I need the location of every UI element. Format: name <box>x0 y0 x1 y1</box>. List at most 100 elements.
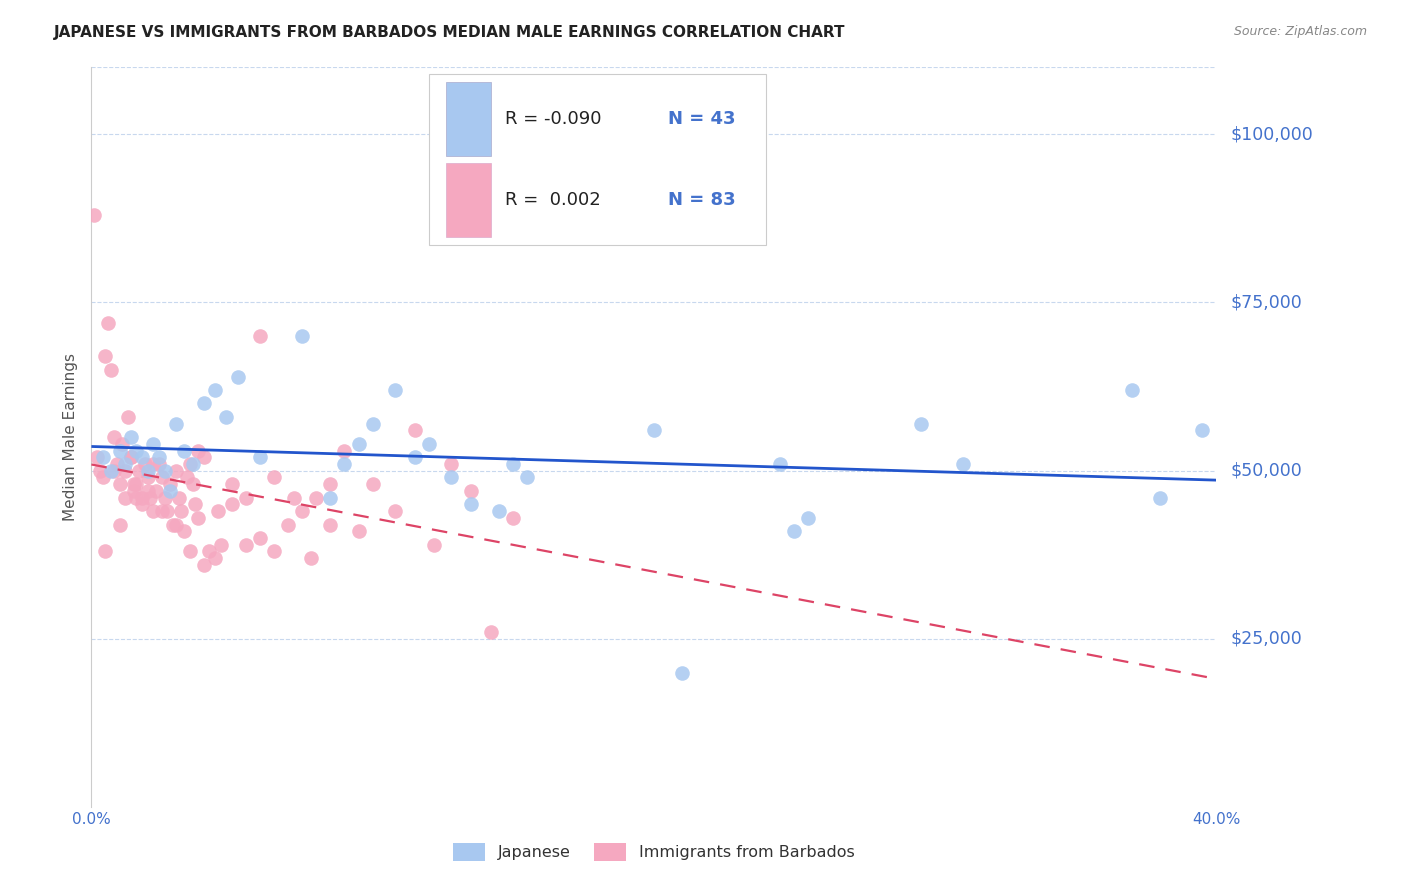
Point <box>440 457 463 471</box>
Point <box>153 464 176 478</box>
Point <box>291 504 314 518</box>
Point <box>221 477 243 491</box>
Point <box>176 470 198 484</box>
Point <box>384 504 406 518</box>
Point <box>117 409 139 424</box>
Point <box>94 544 117 558</box>
Point <box>502 511 524 525</box>
Point <box>179 544 201 558</box>
Point <box>263 470 285 484</box>
Point <box>187 443 209 458</box>
Point <box>249 329 271 343</box>
Point <box>1149 491 1171 505</box>
FancyBboxPatch shape <box>446 163 491 237</box>
Point <box>142 437 165 451</box>
Point <box>150 504 173 518</box>
Point <box>142 504 165 518</box>
Point <box>142 457 165 471</box>
Text: R = -0.090: R = -0.090 <box>505 110 602 128</box>
Point <box>207 504 229 518</box>
Point <box>162 517 184 532</box>
Point <box>122 477 145 491</box>
Point <box>136 464 159 478</box>
Point <box>643 423 665 437</box>
Point <box>89 464 111 478</box>
Point <box>209 538 232 552</box>
Point <box>167 491 190 505</box>
Point <box>333 443 356 458</box>
Point <box>114 457 136 471</box>
Point <box>120 430 142 444</box>
Point <box>86 450 108 465</box>
FancyBboxPatch shape <box>446 82 491 156</box>
Point <box>404 423 426 437</box>
Point <box>97 316 120 330</box>
Point <box>305 491 328 505</box>
Point <box>91 470 114 484</box>
Point <box>173 524 195 539</box>
Point <box>187 511 209 525</box>
Point <box>299 551 322 566</box>
Point <box>120 450 142 465</box>
Point <box>249 450 271 465</box>
Point <box>159 477 181 491</box>
Point <box>797 511 820 525</box>
Point <box>165 417 187 431</box>
Point <box>114 464 136 478</box>
Point <box>319 477 342 491</box>
Point <box>204 383 226 397</box>
Point <box>120 450 142 465</box>
Text: N = 83: N = 83 <box>668 191 735 209</box>
Point <box>156 504 179 518</box>
Point <box>114 491 136 505</box>
Point <box>165 464 187 478</box>
Point <box>193 450 215 465</box>
Point <box>347 524 370 539</box>
Point <box>139 491 162 505</box>
Point <box>153 491 176 505</box>
Point <box>235 538 257 552</box>
Point <box>184 497 207 511</box>
Point <box>148 450 170 465</box>
Point <box>418 437 440 451</box>
Point <box>148 457 170 471</box>
Point <box>131 491 153 505</box>
Point <box>235 491 257 505</box>
FancyBboxPatch shape <box>429 74 766 244</box>
Point <box>103 464 125 478</box>
Point <box>193 396 215 410</box>
Point <box>134 457 156 471</box>
Point <box>347 437 370 451</box>
Point <box>952 457 974 471</box>
Point <box>460 497 482 511</box>
Point <box>170 504 193 518</box>
Point <box>283 491 305 505</box>
Point <box>179 457 201 471</box>
Text: $25,000: $25,000 <box>1230 630 1302 648</box>
Point <box>319 517 342 532</box>
Point <box>105 457 128 471</box>
Point <box>249 531 271 545</box>
Point <box>108 517 131 532</box>
Point <box>198 544 221 558</box>
Point <box>1121 383 1143 397</box>
Point <box>145 483 167 498</box>
Text: JAPANESE VS IMMIGRANTS FROM BARBADOS MEDIAN MALE EARNINGS CORRELATION CHART: JAPANESE VS IMMIGRANTS FROM BARBADOS MED… <box>53 25 845 40</box>
Point <box>136 483 159 498</box>
Point <box>193 558 215 572</box>
Point <box>460 483 482 498</box>
Point <box>150 470 173 484</box>
Point <box>263 544 285 558</box>
Point <box>204 551 226 566</box>
Point <box>516 470 538 484</box>
Point <box>361 417 384 431</box>
Point <box>131 450 153 465</box>
Point <box>502 457 524 471</box>
Point <box>108 443 131 458</box>
Y-axis label: Median Male Earnings: Median Male Earnings <box>63 353 79 521</box>
Point <box>122 483 145 498</box>
Point <box>94 349 117 363</box>
Point <box>165 517 187 532</box>
Point <box>100 464 122 478</box>
Point <box>100 363 122 377</box>
